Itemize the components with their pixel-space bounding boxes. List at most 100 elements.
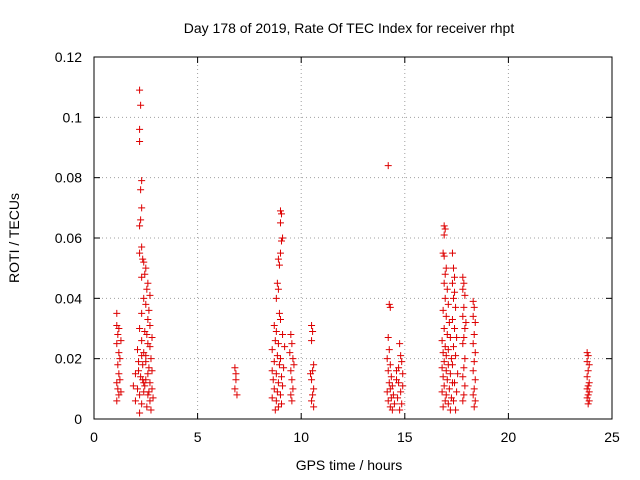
data-point (385, 300, 393, 308)
data-point (310, 361, 318, 369)
data-point (386, 361, 394, 369)
data-point (387, 394, 395, 402)
data-point (470, 331, 478, 339)
data-point (442, 264, 450, 272)
data-point (398, 358, 406, 366)
x-tick-label: 25 (604, 429, 620, 445)
data-point (137, 186, 145, 194)
data-point (279, 382, 287, 390)
data-point (287, 391, 295, 399)
data-point (445, 318, 453, 326)
data-point (459, 312, 467, 320)
x-tick-label: 15 (397, 429, 413, 445)
data-point (290, 361, 298, 369)
data-point (395, 379, 403, 387)
data-point (470, 358, 478, 366)
data-point (440, 252, 448, 260)
data-point (585, 361, 593, 369)
data-point (144, 279, 152, 287)
data-point (138, 243, 146, 251)
data-point (148, 334, 156, 342)
data-point (136, 125, 144, 133)
data-point (232, 370, 240, 378)
axis-tick-labels: 0 5 10 15 20 25 0 0.02 0.04 0.06 0.08 0.1 0.12 (55, 49, 620, 445)
data-point (309, 328, 317, 336)
data-point (136, 249, 144, 257)
data-point (442, 312, 450, 320)
data-point (136, 409, 144, 417)
data-point (273, 388, 281, 396)
data-point (287, 367, 295, 375)
data-point (453, 388, 461, 396)
data-point (232, 376, 240, 384)
data-point (439, 349, 447, 357)
y-tick-label: 0.1 (63, 109, 83, 125)
data-point (137, 216, 145, 224)
plot-frame (93, 56, 613, 420)
data-point (462, 318, 470, 326)
data-point (278, 237, 286, 245)
x-tick-label: 5 (194, 429, 202, 445)
data-point (394, 394, 402, 402)
data-point (116, 355, 124, 363)
data-point (384, 162, 392, 170)
y-tick-label: 0.04 (55, 290, 82, 306)
data-point (584, 382, 592, 390)
data-point (141, 382, 149, 390)
data-point (443, 285, 451, 293)
y-axis-label: ROTI / TECUs (6, 193, 22, 283)
data-point (231, 385, 239, 393)
data-point (452, 352, 460, 360)
data-point (438, 337, 446, 345)
data-point (233, 391, 241, 399)
data-point (278, 210, 286, 218)
data-point (399, 382, 407, 390)
data-point (459, 397, 467, 405)
data-point (288, 376, 296, 384)
data-point (449, 397, 457, 405)
data-point (143, 285, 151, 293)
data-point (117, 337, 125, 345)
data-point (585, 379, 593, 387)
data-point (140, 258, 148, 266)
data-point (583, 373, 591, 381)
data-point (115, 370, 123, 378)
data-point (276, 355, 284, 363)
data-point (308, 397, 316, 405)
data-point (471, 397, 479, 405)
data-point (149, 394, 157, 402)
data-point (139, 255, 147, 263)
data-point (385, 379, 393, 387)
data-point (440, 222, 448, 230)
data-point (441, 225, 449, 233)
data-point (397, 388, 405, 396)
data-point (272, 370, 280, 378)
data-point (138, 337, 146, 345)
data-point (270, 358, 278, 366)
data-point (396, 406, 404, 414)
data-point (448, 315, 456, 323)
data-point (113, 340, 121, 348)
data-point (393, 367, 401, 375)
data-point (276, 315, 284, 323)
x-axis-label: GPS time / hours (296, 457, 403, 473)
data-point (441, 397, 449, 405)
data-point (271, 406, 279, 414)
data-point (286, 349, 294, 357)
data-point (447, 355, 455, 363)
data-point (451, 288, 459, 296)
data-point (384, 397, 392, 405)
data-point (146, 379, 154, 387)
data-point (454, 370, 462, 378)
data-point (469, 391, 477, 399)
y-tick-label: 0.02 (55, 351, 82, 367)
data-point (138, 273, 146, 281)
data-point (451, 325, 459, 332)
data-point (452, 406, 460, 414)
data-point (469, 297, 477, 305)
data-point (461, 382, 469, 390)
data-point (469, 367, 477, 375)
data-point (440, 231, 448, 239)
data-point (269, 376, 277, 384)
data-point (470, 403, 478, 411)
